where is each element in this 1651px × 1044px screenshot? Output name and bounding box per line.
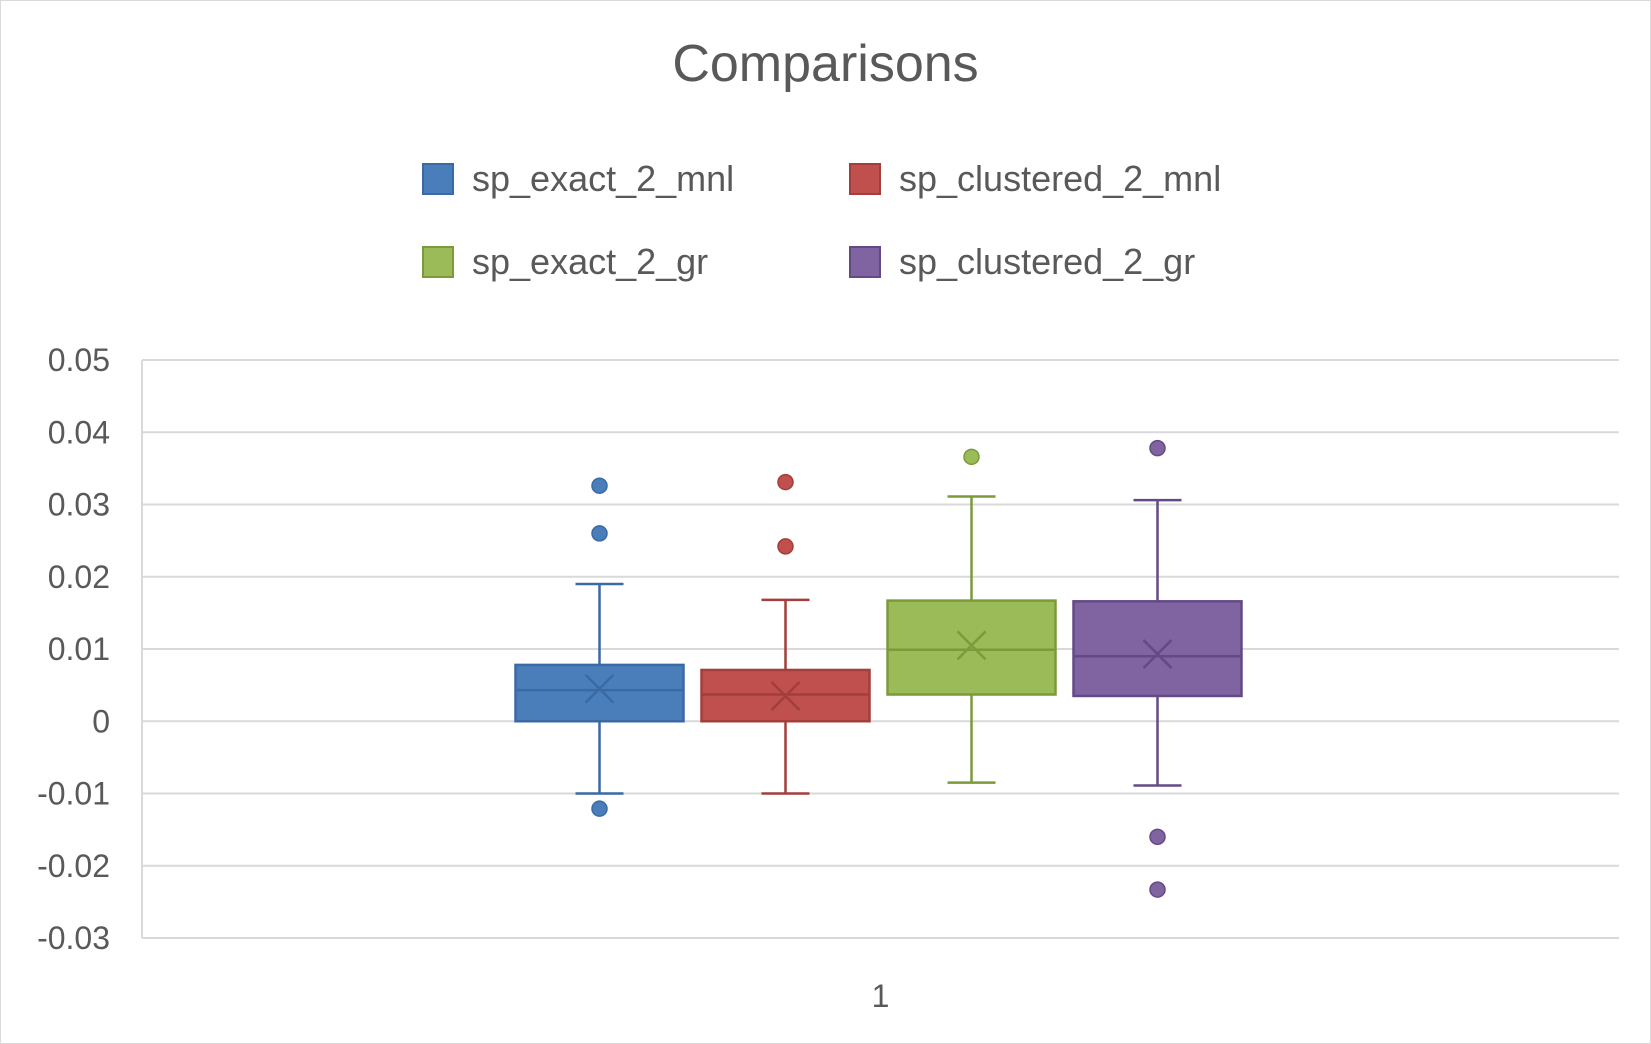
y-tick-label-5: 0 [92,703,110,739]
outlier-sp-exact-2-gr-0 [963,448,980,466]
outlier-sp-clustered-2-mnl-1 [777,538,794,555]
mean-marker-sp-clustered-2-gr [1142,639,1173,669]
box-sp-exact-2-gr [886,599,1057,696]
legend-item-sp-clustered-2-mnl: sp_clustered_2_mnl [849,158,1222,199]
box-sp-clustered-2-gr [1072,600,1243,698]
y-tick-label-0: 0.05 [48,342,110,378]
y-tick-label-6: -0.01 [37,776,110,812]
outlier-sp-exact-2-mnl-0 [591,477,608,494]
legend-item-sp-exact-2-mnl: sp_exact_2_mnl [422,158,735,199]
chart-title: Comparisons [672,35,979,93]
legend-swatch-sp-exact-2-gr [422,246,454,278]
legend-label-sp-clustered-2-gr: sp_clustered_2_gr [899,241,1196,282]
y-tick-label-2: 0.03 [48,487,110,523]
legend-item-sp-exact-2-gr: sp_exact_2_gr [422,241,709,282]
legend-item-sp-clustered-2-gr: sp_clustered_2_gr [849,241,1196,282]
box-sp-exact-2-mnl [514,663,685,723]
legend-swatch-sp-exact-2-mnl [422,163,454,195]
mean-marker-sp-exact-2-gr [956,630,987,661]
legend-label-sp-exact-2-gr: sp_exact_2_gr [472,241,709,282]
y-tick-label-3: 0.02 [48,559,110,595]
mean-marker-sp-exact-2-mnl [584,673,615,704]
outlier-sp-clustered-2-gr-0 [1149,439,1166,457]
legend-swatch-sp-clustered-2-mnl [849,163,881,195]
x-category-label: 1 [872,978,890,1014]
y-tick-label-7: -0.02 [37,848,110,884]
y-tick-label-8: -0.03 [37,920,110,956]
y-tick-label-1: 0.04 [48,414,110,450]
mean-marker-sp-clustered-2-mnl [770,681,801,711]
outlier-sp-clustered-2-gr-1 [1149,828,1166,846]
legend-label-sp-exact-2-mnl: sp_exact_2_mnl [472,158,735,199]
legend-label-sp-clustered-2-mnl: sp_clustered_2_mnl [899,158,1222,199]
legend-swatch-sp-clustered-2-gr [849,246,881,278]
y-tick-label-4: 0.01 [48,631,110,667]
outlier-sp-clustered-2-gr-2 [1149,881,1166,898]
outlier-sp-exact-2-mnl-1 [591,525,608,542]
outlier-sp-clustered-2-mnl-0 [777,473,794,491]
outlier-sp-exact-2-mnl-2 [591,800,608,817]
